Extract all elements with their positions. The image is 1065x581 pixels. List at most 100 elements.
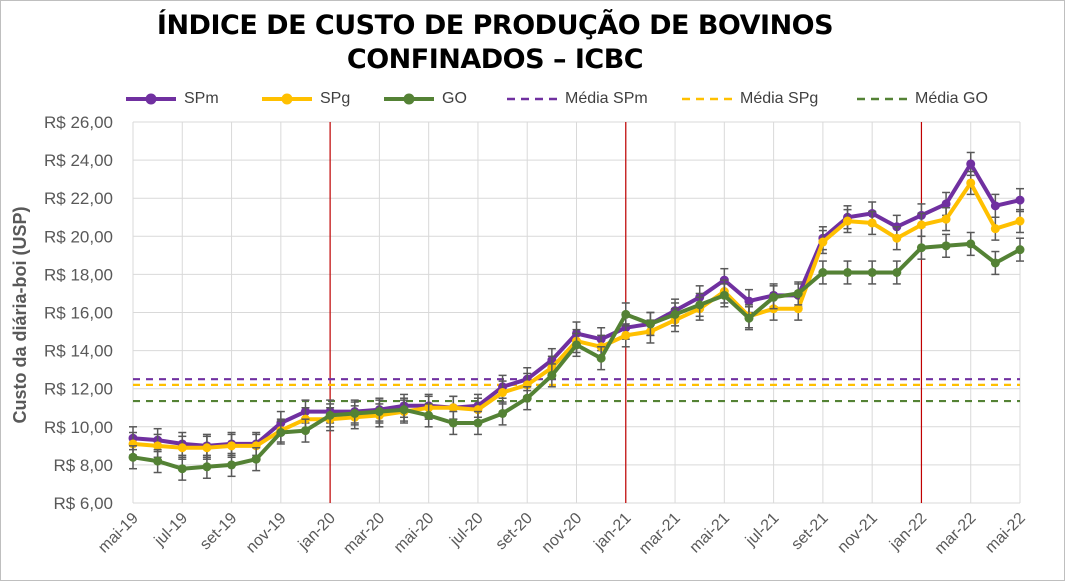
legend-item-spg: SPg xyxy=(260,88,350,110)
go-point xyxy=(645,319,655,329)
y-tick-label: R$ 16,00 xyxy=(44,304,113,323)
y-tick-label: R$ 26,00 xyxy=(44,113,113,132)
go-point xyxy=(300,426,310,436)
spg-point xyxy=(793,304,803,314)
legend-item-media-spm: Média SPm xyxy=(505,88,648,110)
legend-label-media-go: Média GO xyxy=(915,90,988,107)
go-point xyxy=(621,309,631,319)
go-point xyxy=(867,267,877,277)
spm-point xyxy=(966,159,976,169)
go-point xyxy=(251,454,261,464)
go-point xyxy=(325,410,335,420)
legend-marker-go xyxy=(384,93,434,105)
go-point xyxy=(128,452,138,462)
go-point xyxy=(374,407,384,417)
go-point xyxy=(202,462,212,472)
spg-point xyxy=(843,216,853,226)
go-point xyxy=(350,408,360,418)
y-tick-label: R$ 6,00 xyxy=(53,494,113,513)
go-point xyxy=(892,267,902,277)
x-tick-label: mai-19 xyxy=(95,510,142,557)
y-tick-label: R$ 12,00 xyxy=(44,380,113,399)
spg-point xyxy=(202,443,212,453)
legend-label-media-spm: Média SPm xyxy=(565,90,648,107)
average-lines xyxy=(133,378,1020,403)
spg-point xyxy=(916,220,926,230)
y-tick-label: R$ 22,00 xyxy=(44,189,113,208)
y-tick-label: R$ 8,00 xyxy=(53,456,113,475)
go-point xyxy=(695,300,705,310)
spg-point xyxy=(818,237,828,247)
series-lines xyxy=(128,151,1025,481)
chart-title-line-2: CONFINADOS – ICBC xyxy=(346,44,644,75)
spg-point xyxy=(941,214,951,224)
y-axis-ticks: R$ 6,00 R$ 8,00 R$ 10,00 R$ 12,00 R$ 14,00 R$… xyxy=(44,113,113,513)
spm-point xyxy=(941,199,951,209)
go-point xyxy=(498,408,508,418)
spg-point xyxy=(966,178,976,188)
x-tick-label: jul-21 xyxy=(742,510,782,550)
series-go xyxy=(128,231,1025,481)
spg-point xyxy=(153,441,163,451)
x-tick-label: set-20 xyxy=(493,510,537,554)
x-tick-label: nov-21 xyxy=(834,510,881,557)
go-point xyxy=(793,288,803,298)
go-point xyxy=(276,428,286,438)
go-point xyxy=(843,267,853,277)
x-tick-label: jan-20 xyxy=(295,510,339,554)
go-point xyxy=(941,241,951,251)
x-tick-label: nov-19 xyxy=(243,510,290,557)
spm-point xyxy=(990,201,1000,211)
legend-marker-spm xyxy=(126,93,176,105)
x-tick-label: set-19 xyxy=(197,510,241,554)
legend-item-go: GO xyxy=(382,88,467,110)
x-tick-label: nov-20 xyxy=(539,510,586,557)
legend-marker-spg xyxy=(262,93,312,105)
spg-point xyxy=(227,441,237,451)
spg-point xyxy=(990,224,1000,234)
go-point xyxy=(522,393,532,403)
spg-point xyxy=(892,233,902,243)
go-point xyxy=(177,464,187,474)
x-tick-label: jul-20 xyxy=(446,510,486,550)
go-point xyxy=(769,292,779,302)
spm-point xyxy=(1015,195,1025,205)
spg-point xyxy=(867,218,877,228)
x-tick-label: mar-20 xyxy=(340,510,388,558)
spg-point xyxy=(1015,216,1025,226)
legend-label-go: GO xyxy=(442,90,467,107)
go-point xyxy=(966,239,976,249)
go-point xyxy=(473,418,483,428)
go-point xyxy=(572,340,581,350)
x-axis-ticks: mai-19 jul-19 set-19 nov-19 jan-20 mar-20 mai-… xyxy=(95,510,1029,558)
legend-label-media-spg: Média SPg xyxy=(740,90,819,107)
x-tick-label: mai-21 xyxy=(687,510,734,557)
legend-label-spm: SPm xyxy=(184,90,219,107)
spg-point xyxy=(621,330,631,340)
x-tick-label: mai-22 xyxy=(982,510,1029,557)
go-point xyxy=(744,313,754,323)
go-point xyxy=(399,405,409,415)
spg-point xyxy=(177,443,187,453)
legend-label-spg: SPg xyxy=(320,90,351,107)
y-tick-label: R$ 20,00 xyxy=(44,227,113,246)
go-point xyxy=(670,309,680,319)
y-tick-label: R$ 24,00 xyxy=(44,151,113,170)
x-tick-label: set-21 xyxy=(788,510,832,554)
y-tick-label: R$ 10,00 xyxy=(44,418,113,437)
go-point xyxy=(547,370,557,380)
go-point xyxy=(448,418,458,428)
go-point xyxy=(227,460,237,470)
chart-title-line-1: ÍNDICE DE CUSTO DE PRODUÇÃO DE BOVINOS xyxy=(156,10,834,41)
y-tick-label: R$ 18,00 xyxy=(44,265,113,284)
go-point xyxy=(818,267,828,277)
y-axis-label: Custo da diária-boi (USP) xyxy=(10,206,30,423)
go-point xyxy=(1015,245,1025,255)
x-tick-label: mar-21 xyxy=(636,510,684,558)
go-point xyxy=(916,243,926,253)
go-point xyxy=(424,410,434,420)
legend-item-spm: SPm xyxy=(124,88,219,110)
spg-point xyxy=(498,388,508,398)
go-point xyxy=(719,290,729,300)
